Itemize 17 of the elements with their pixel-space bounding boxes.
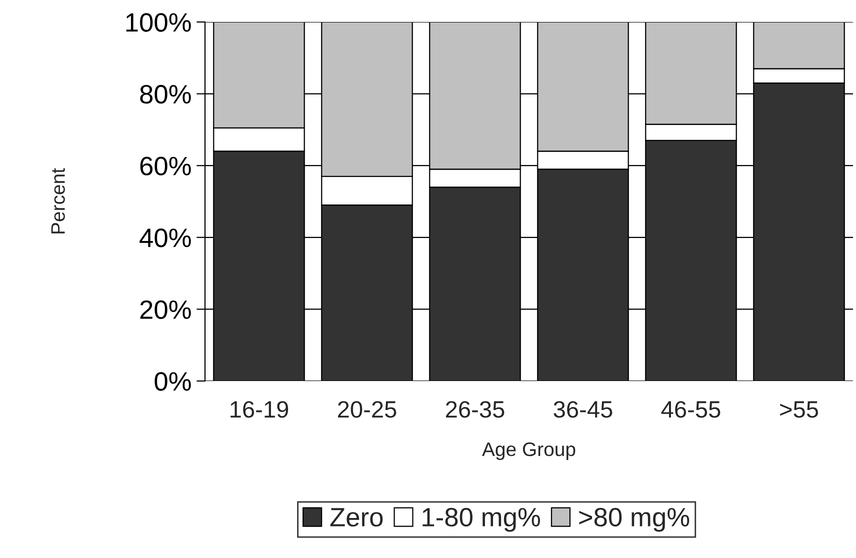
- x-tick-label: >55: [780, 401, 818, 418]
- y-tick-label: 100%: [126, 13, 191, 32]
- y-tick-label: 0%: [154, 372, 191, 391]
- y-tick-label: 20%: [140, 300, 191, 320]
- y-axis-title: Percent: [51, 168, 65, 234]
- x-tick-label: 20-25: [338, 401, 396, 418]
- legend-label: >80 mg%: [579, 508, 690, 532]
- x-tick-label: 46-55: [661, 401, 720, 418]
- y-tick-label: 40%: [140, 228, 191, 248]
- y-tick-label: 60%: [140, 156, 191, 176]
- legend-label: 1-80 mg%: [422, 508, 540, 532]
- x-tick-label: 26-35: [446, 401, 504, 418]
- legend-label: Zero: [330, 508, 383, 527]
- x-tick-label: 36-45: [554, 401, 612, 418]
- x-axis-title: Age Group: [482, 442, 576, 460]
- x-tick-label: 16-19: [230, 401, 288, 418]
- y-tick-label: 80%: [140, 84, 191, 104]
